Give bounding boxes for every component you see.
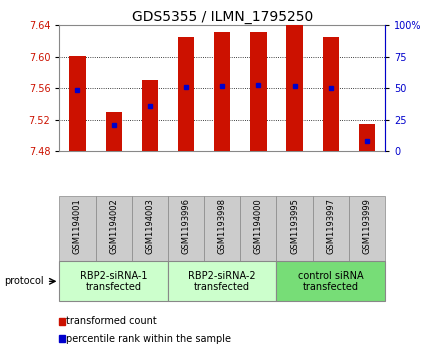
- Bar: [286, 25, 303, 151]
- Bar: [142, 81, 158, 151]
- Bar: [313, 196, 349, 261]
- Text: GSM1194003: GSM1194003: [145, 198, 154, 254]
- Text: GSM1194000: GSM1194000: [254, 198, 263, 254]
- Bar: [95, 196, 132, 261]
- Bar: [70, 56, 86, 151]
- Title: GDS5355 / ILMN_1795250: GDS5355 / ILMN_1795250: [132, 11, 313, 24]
- Bar: [168, 261, 276, 301]
- Bar: [240, 196, 276, 261]
- Bar: [168, 196, 204, 261]
- Text: GSM1193999: GSM1193999: [363, 198, 371, 254]
- Text: GSM1193998: GSM1193998: [218, 198, 227, 254]
- Text: protocol: protocol: [4, 276, 44, 286]
- Text: control siRNA
transfected: control siRNA transfected: [298, 270, 363, 292]
- Bar: [250, 32, 267, 151]
- Text: RBP2-siRNA-1
transfected: RBP2-siRNA-1 transfected: [80, 270, 147, 292]
- Bar: [132, 196, 168, 261]
- Text: RBP2-siRNA-2
transfected: RBP2-siRNA-2 transfected: [188, 270, 256, 292]
- Bar: [359, 125, 375, 151]
- Bar: [59, 261, 168, 301]
- Bar: [323, 37, 339, 151]
- Bar: [59, 196, 95, 261]
- Text: GSM1194002: GSM1194002: [109, 198, 118, 254]
- Bar: [349, 196, 385, 261]
- Text: GSM1193997: GSM1193997: [326, 198, 335, 254]
- Bar: [214, 32, 231, 151]
- Text: GSM1193996: GSM1193996: [182, 198, 191, 254]
- Bar: [106, 112, 122, 151]
- Bar: [276, 261, 385, 301]
- Bar: [178, 37, 194, 151]
- Bar: [276, 196, 313, 261]
- Text: transformed count: transformed count: [66, 316, 157, 326]
- Bar: [204, 196, 240, 261]
- Text: GSM1194001: GSM1194001: [73, 198, 82, 254]
- Text: GSM1193995: GSM1193995: [290, 198, 299, 254]
- Text: percentile rank within the sample: percentile rank within the sample: [66, 334, 231, 344]
